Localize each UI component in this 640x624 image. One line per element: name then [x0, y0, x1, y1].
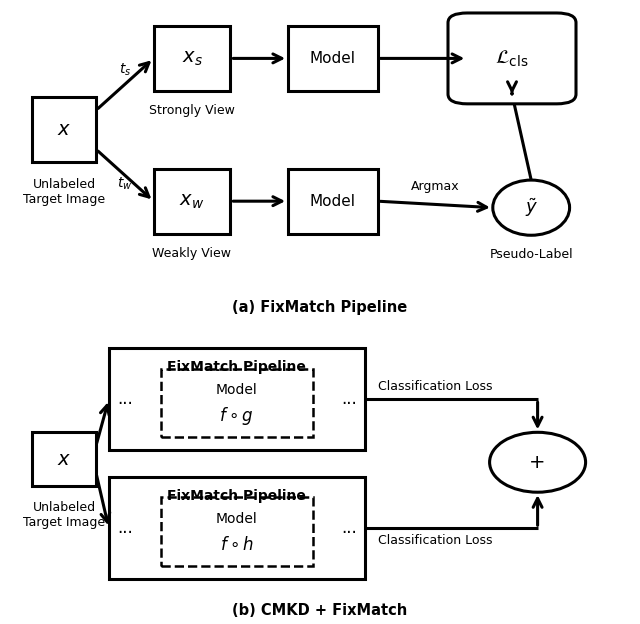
FancyBboxPatch shape [288, 168, 378, 233]
Text: $t_w$: $t_w$ [117, 175, 132, 192]
Text: (a) FixMatch Pipeline: (a) FixMatch Pipeline [232, 300, 408, 314]
FancyBboxPatch shape [154, 26, 230, 91]
FancyBboxPatch shape [109, 477, 365, 579]
FancyBboxPatch shape [154, 168, 230, 233]
Ellipse shape [490, 432, 586, 492]
FancyBboxPatch shape [448, 13, 576, 104]
Text: Unlabeled
Target Image: Unlabeled Target Image [23, 501, 105, 529]
FancyBboxPatch shape [161, 497, 313, 565]
Text: Model: Model [216, 512, 258, 526]
Text: $t_s$: $t_s$ [118, 62, 131, 78]
Text: Model: Model [216, 384, 258, 397]
Text: ...: ... [341, 391, 356, 408]
FancyBboxPatch shape [32, 97, 96, 162]
Text: $x$: $x$ [57, 120, 71, 139]
Text: $\mathcal{L}_{\mathrm{cls}}$: $\mathcal{L}_{\mathrm{cls}}$ [495, 48, 529, 69]
Text: Weakly View: Weakly View [152, 246, 232, 260]
Text: Classification Loss: Classification Loss [378, 381, 492, 393]
Text: Argmax: Argmax [411, 180, 460, 193]
Text: Unlabeled
Target Image: Unlabeled Target Image [23, 178, 105, 207]
Text: Pseudo-Label: Pseudo-Label [490, 248, 573, 261]
Text: $f \circ g$: $f \circ g$ [220, 406, 254, 427]
Text: ...: ... [341, 519, 356, 537]
Text: $f \circ h$: $f \circ h$ [220, 536, 254, 554]
Text: Model: Model [310, 51, 356, 66]
Text: $\tilde{y}$: $\tilde{y}$ [525, 197, 538, 219]
Text: ...: ... [117, 391, 132, 408]
Text: ...: ... [117, 519, 132, 537]
Text: $x_s$: $x_s$ [182, 49, 202, 68]
FancyBboxPatch shape [109, 348, 365, 451]
Text: FixMatch Pipeline: FixMatch Pipeline [168, 489, 306, 503]
Text: Model: Model [310, 193, 356, 208]
Text: Strongly View: Strongly View [149, 104, 235, 117]
Text: $x$: $x$ [57, 450, 71, 469]
Text: Classification Loss: Classification Loss [378, 534, 492, 547]
Text: $x_w$: $x_w$ [179, 192, 205, 211]
FancyBboxPatch shape [288, 26, 378, 91]
Text: (b) CMKD + FixMatch: (b) CMKD + FixMatch [232, 603, 408, 618]
Ellipse shape [493, 180, 570, 235]
Text: FixMatch Pipeline: FixMatch Pipeline [168, 361, 306, 374]
FancyBboxPatch shape [32, 432, 96, 486]
Text: +: + [529, 453, 546, 472]
FancyBboxPatch shape [161, 369, 313, 437]
